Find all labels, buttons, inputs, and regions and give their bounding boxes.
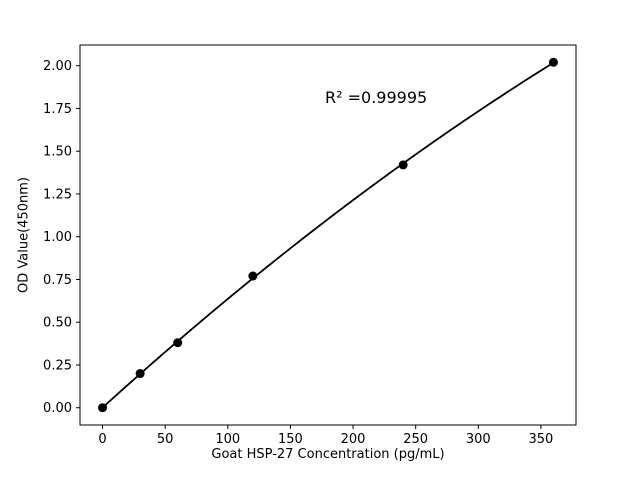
- x-tick-label: 350: [529, 432, 554, 447]
- x-tick-label: 150: [278, 432, 303, 447]
- x-tick-label: 250: [403, 432, 428, 447]
- y-tick-label: 1.25: [43, 187, 72, 202]
- r-squared-annotation: R² =0.99995: [325, 88, 428, 107]
- y-tick-label: 1.50: [43, 145, 72, 160]
- y-tick-label: 2.00: [43, 59, 72, 74]
- axes-frame: [79, 44, 577, 426]
- data-point: [173, 338, 183, 348]
- y-tick-label: 0.75: [43, 273, 72, 288]
- data-point: [398, 160, 408, 170]
- x-tick-label: 300: [466, 432, 491, 447]
- data-point: [248, 271, 258, 281]
- y-tick-label: 0.00: [43, 401, 72, 416]
- y-tick-label: 0.50: [43, 316, 72, 331]
- x-axis-label: Goat HSP-27 Concentration (pg/mL): [211, 447, 445, 462]
- x-tick-label: 100: [215, 432, 240, 447]
- data-point: [98, 403, 108, 413]
- y-axis-label: OD Value(450nm): [16, 177, 32, 293]
- y-tick-label: 1.75: [43, 102, 72, 117]
- y-tick-label: 1.00: [43, 230, 72, 245]
- y-tick-label: 0.25: [43, 358, 72, 373]
- x-tick-label: 50: [157, 432, 174, 447]
- data-point: [135, 369, 145, 379]
- fit-curve: [101, 61, 554, 409]
- data-point: [548, 57, 558, 67]
- x-tick-label: 200: [341, 432, 366, 447]
- x-tick-label: 0: [98, 432, 106, 447]
